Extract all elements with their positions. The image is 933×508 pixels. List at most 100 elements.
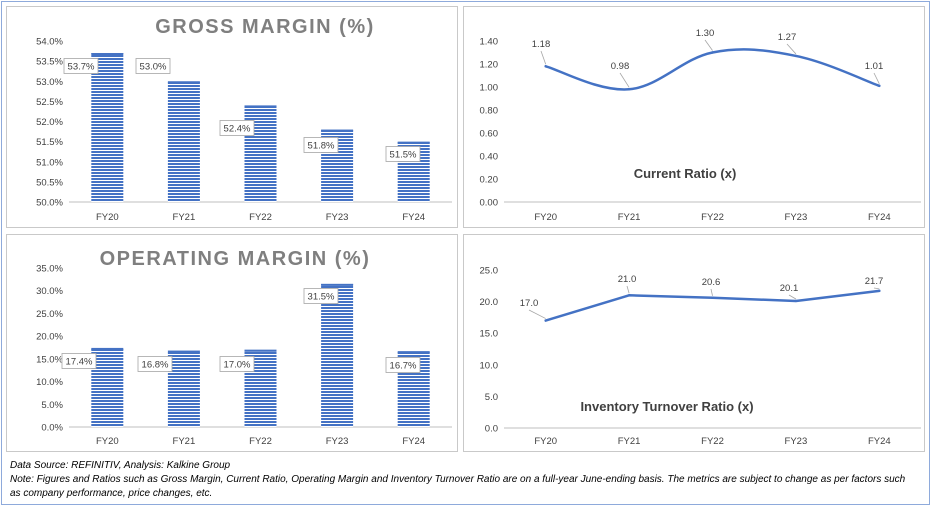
y-tick-label: 50.5% — [36, 177, 63, 188]
bar — [244, 105, 277, 202]
data-label: 17.4% — [66, 357, 93, 368]
y-tick-label: 52.0% — [36, 117, 63, 128]
bar — [167, 350, 200, 427]
y-tick-label: 53.0% — [36, 77, 63, 88]
data-label-leader — [528, 309, 546, 319]
y-tick-label: 1.20 — [480, 60, 499, 71]
data-label: 51.8% — [308, 141, 335, 152]
y-tick-label: 0.40 — [480, 152, 499, 163]
data-source-note: Data Source: REFINITIV, Analysis: Kalkin… — [10, 460, 231, 471]
y-tick-label: 0.00 — [480, 198, 499, 209]
y-tick-label: 20.0 — [480, 297, 499, 308]
bar — [91, 347, 124, 427]
data-label: 16.8% — [142, 360, 169, 371]
y-tick-label: 0.60 — [480, 129, 499, 140]
data-label: 21.0 — [618, 274, 637, 285]
bar-cap — [167, 350, 200, 353]
series-line — [544, 48, 881, 91]
data-label-box — [61, 353, 97, 369]
chart-title: GROSS MARGIN (%) — [155, 16, 375, 38]
data-point — [711, 296, 714, 300]
y-tick-label: 25.0 — [480, 266, 499, 277]
y-tick-label: 0.20 — [480, 175, 499, 186]
data-label-leader — [786, 43, 797, 55]
chart-svg: Inventory Turnover Ratio (x) 0.0 5.0 10.0 15… — [480, 266, 921, 447]
y-tick-label: 52.5% — [36, 97, 63, 108]
data-label-leader — [619, 72, 630, 88]
data-label-box — [63, 58, 99, 74]
data-label: 51.5% — [390, 150, 417, 161]
data-label: 0.98 — [611, 61, 630, 72]
gross-margin-chart: GROSS MARGIN (%) 50.0% 50.5% 51.0% 51.5% 52.0… — [6, 6, 458, 228]
x-tick-label: FY21 — [173, 436, 196, 447]
y-tick-label: 15.0% — [36, 354, 63, 365]
y-tick-label: 1.00 — [480, 83, 499, 94]
data-label: 53.7% — [68, 62, 95, 73]
data-point — [627, 294, 631, 297]
chart-svg: Current Ratio (x) 0.00 0.20 0.40 0.60 0.80 1.0… — [480, 28, 921, 223]
bar — [321, 283, 354, 427]
data-label-box — [135, 58, 171, 74]
bar — [167, 81, 200, 202]
chart-svg: OPERATING MARGIN (%) 0.0% 5.0% 10.0% 15.0% 20… — [36, 248, 452, 447]
bar — [91, 53, 124, 203]
chart-title: Current Ratio (x) — [634, 166, 737, 181]
y-tick-label: 5.0% — [41, 400, 63, 411]
y-tick-label: 5.0 — [485, 392, 498, 403]
operating-margin-chart: OPERATING MARGIN (%) 0.0% 5.0% 10.0% 15.0% 20… — [6, 234, 458, 452]
data-label: 53.0% — [140, 62, 167, 73]
data-point — [878, 289, 881, 293]
data-label-box — [385, 357, 421, 373]
data-label: 20.1 — [780, 283, 799, 294]
data-label-leader — [788, 294, 797, 300]
y-tick-label: 35.0% — [36, 264, 63, 275]
data-label: 1.01 — [865, 61, 884, 72]
data-label: 17.0 — [520, 298, 539, 309]
y-tick-label: 30.0% — [36, 286, 63, 297]
methodology-note: Note: Figures and Ratios such as Gross M… — [10, 474, 906, 499]
data-point — [544, 319, 547, 322]
data-point — [711, 51, 714, 54]
inventory-turnover-chart: Inventory Turnover Ratio (x) 0.0 5.0 10.0 15… — [463, 234, 925, 452]
data-label-box — [303, 137, 339, 153]
data-label-box — [219, 120, 255, 136]
chart-title: OPERATING MARGIN (%) — [100, 248, 371, 270]
data-point — [794, 54, 798, 58]
x-tick-label: FY22 — [249, 436, 272, 447]
x-tick-label: FY23 — [326, 212, 349, 223]
x-tick-label: FY20 — [534, 436, 557, 447]
y-tick-label: 10.0% — [36, 377, 63, 388]
data-point — [794, 299, 798, 303]
x-tick-label: FY22 — [701, 212, 724, 223]
y-tick-label: 50.0% — [36, 198, 63, 209]
bar-cap — [167, 81, 200, 84]
data-label: 52.4% — [224, 124, 251, 135]
bar-cap — [321, 129, 354, 132]
x-tick-label: FY24 — [868, 212, 891, 223]
data-label: 31.5% — [308, 292, 335, 303]
data-label: 1.27 — [778, 32, 797, 43]
data-label-box — [385, 146, 421, 162]
data-label-leader — [626, 285, 630, 294]
data-label-leader — [540, 50, 547, 65]
x-tick-label: FY21 — [173, 212, 196, 223]
data-label-leader — [873, 72, 880, 85]
x-tick-label: FY20 — [96, 436, 119, 447]
x-tick-label: FY24 — [868, 436, 891, 447]
bar-cap — [91, 53, 124, 56]
data-label: 16.7% — [390, 361, 417, 372]
data-label: 20.6 — [702, 277, 721, 288]
x-tick-label: FY22 — [701, 436, 724, 447]
x-tick-label: FY24 — [402, 212, 425, 223]
y-tick-label: 0.0 — [485, 424, 498, 435]
x-tick-label: FY20 — [534, 212, 557, 223]
bar-cap — [397, 351, 430, 354]
data-label-box — [303, 288, 339, 304]
data-label-box — [219, 356, 255, 372]
chart-title: Inventory Turnover Ratio (x) — [580, 399, 753, 414]
data-label: 1.30 — [696, 28, 715, 39]
data-point — [627, 88, 631, 91]
bar-cap — [91, 347, 124, 350]
data-label: 17.0% — [224, 360, 251, 371]
data-label-leader — [873, 287, 880, 290]
